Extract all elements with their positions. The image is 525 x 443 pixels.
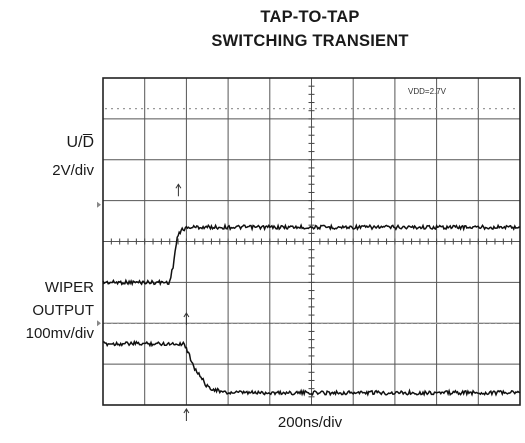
channel-marker	[97, 320, 101, 327]
ch1-label: U/D̅	[66, 134, 94, 151]
trigger-arrow	[175, 183, 182, 197]
trigger-markers	[97, 183, 190, 421]
ch2-scale: 100mv/div	[25, 325, 94, 342]
trace-ud-signal	[102, 222, 521, 287]
trigger-arrow	[183, 312, 190, 326]
scope-ticks	[102, 77, 521, 406]
scope-traces	[102, 222, 521, 397]
scope-frame	[102, 77, 521, 406]
chart-title-line1: TAP-TO-TAP	[260, 8, 360, 26]
channel-marker	[97, 201, 101, 208]
ch2-label: WIPER	[44, 279, 94, 296]
x-axis-label: 200ns/div	[277, 414, 343, 431]
trigger-arrow	[183, 408, 190, 421]
trace-wiper-output	[102, 339, 521, 397]
vdd-annotation: VDD=2.7V	[408, 87, 447, 96]
ch2-label-2: OUTPUT	[32, 302, 94, 319]
chart-title-line2: SWITCHING TRANSIENT	[211, 32, 409, 50]
ch1-scale: 2V/div	[52, 162, 94, 179]
